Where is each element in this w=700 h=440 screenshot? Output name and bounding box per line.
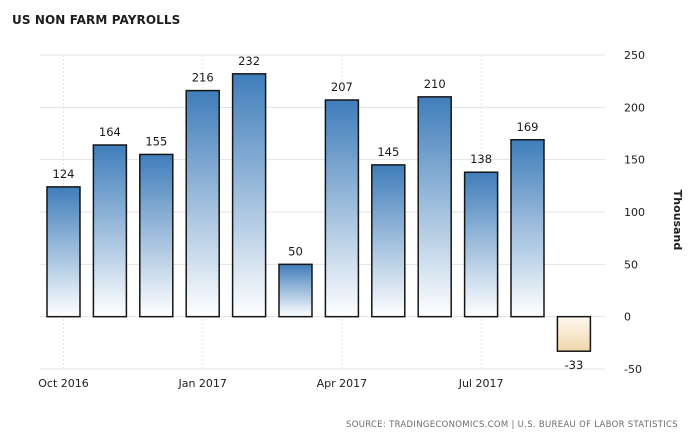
label-layer: 124 164 155 216 232 50 207 145 210 138 169 -33 (53, 54, 584, 372)
bar-feb-2017 (231, 73, 267, 318)
bar-apr-2017 (324, 99, 360, 318)
bar-dec-2016 (139, 153, 174, 318)
data-label: 164 (99, 125, 121, 139)
bar-jul-2017 (463, 171, 499, 318)
data-label: 145 (377, 145, 399, 159)
bar-sep-2017 (556, 315, 592, 352)
bar-jan-2017 (185, 89, 220, 318)
data-label: 210 (424, 77, 446, 91)
bar-mar-2017 (278, 263, 313, 318)
data-label: 124 (53, 167, 75, 181)
data-label: 232 (238, 54, 260, 68)
bar-jun-2017 (417, 96, 452, 318)
bar-aug-2017 (510, 139, 545, 318)
x-tick-label: Jan 2017 (177, 377, 226, 390)
y-tick-label: 0 (624, 311, 631, 324)
data-label: 50 (288, 244, 303, 258)
data-label: -33 (565, 358, 584, 372)
y-tick-label: 250 (624, 49, 645, 62)
data-label: 207 (331, 80, 353, 94)
chart-title: US NON FARM PAYROLLS (12, 13, 181, 27)
y-tick-label: 200 (624, 101, 645, 114)
bar-nov-2016 (92, 144, 128, 318)
y-tick-label: 150 (624, 154, 645, 167)
data-label: 138 (470, 152, 492, 166)
y-axis-label: Thousand (671, 190, 684, 250)
data-label: 169 (517, 120, 539, 134)
bar-layer (46, 73, 592, 352)
bar-may-2017 (371, 164, 406, 318)
y-tick-label: 100 (624, 206, 645, 219)
x-tick-label: Jul 2017 (458, 377, 504, 390)
y-tick-label: -50 (624, 363, 642, 376)
axis-layer: -50 0 50 100 150 200 250 Oct 2016 Jan 2017 Apr 20… (38, 49, 684, 390)
data-label: 155 (145, 134, 167, 148)
source-caption: SOURCE: TRADINGECONOMICS.COM | U.S. BURE… (346, 420, 678, 430)
y-tick-label: 50 (624, 258, 638, 271)
data-label: 216 (192, 71, 214, 85)
x-tick-label: Apr 2017 (317, 377, 368, 390)
bar-oct-2016 (46, 186, 81, 318)
x-tick-label: Oct 2016 (38, 377, 89, 390)
